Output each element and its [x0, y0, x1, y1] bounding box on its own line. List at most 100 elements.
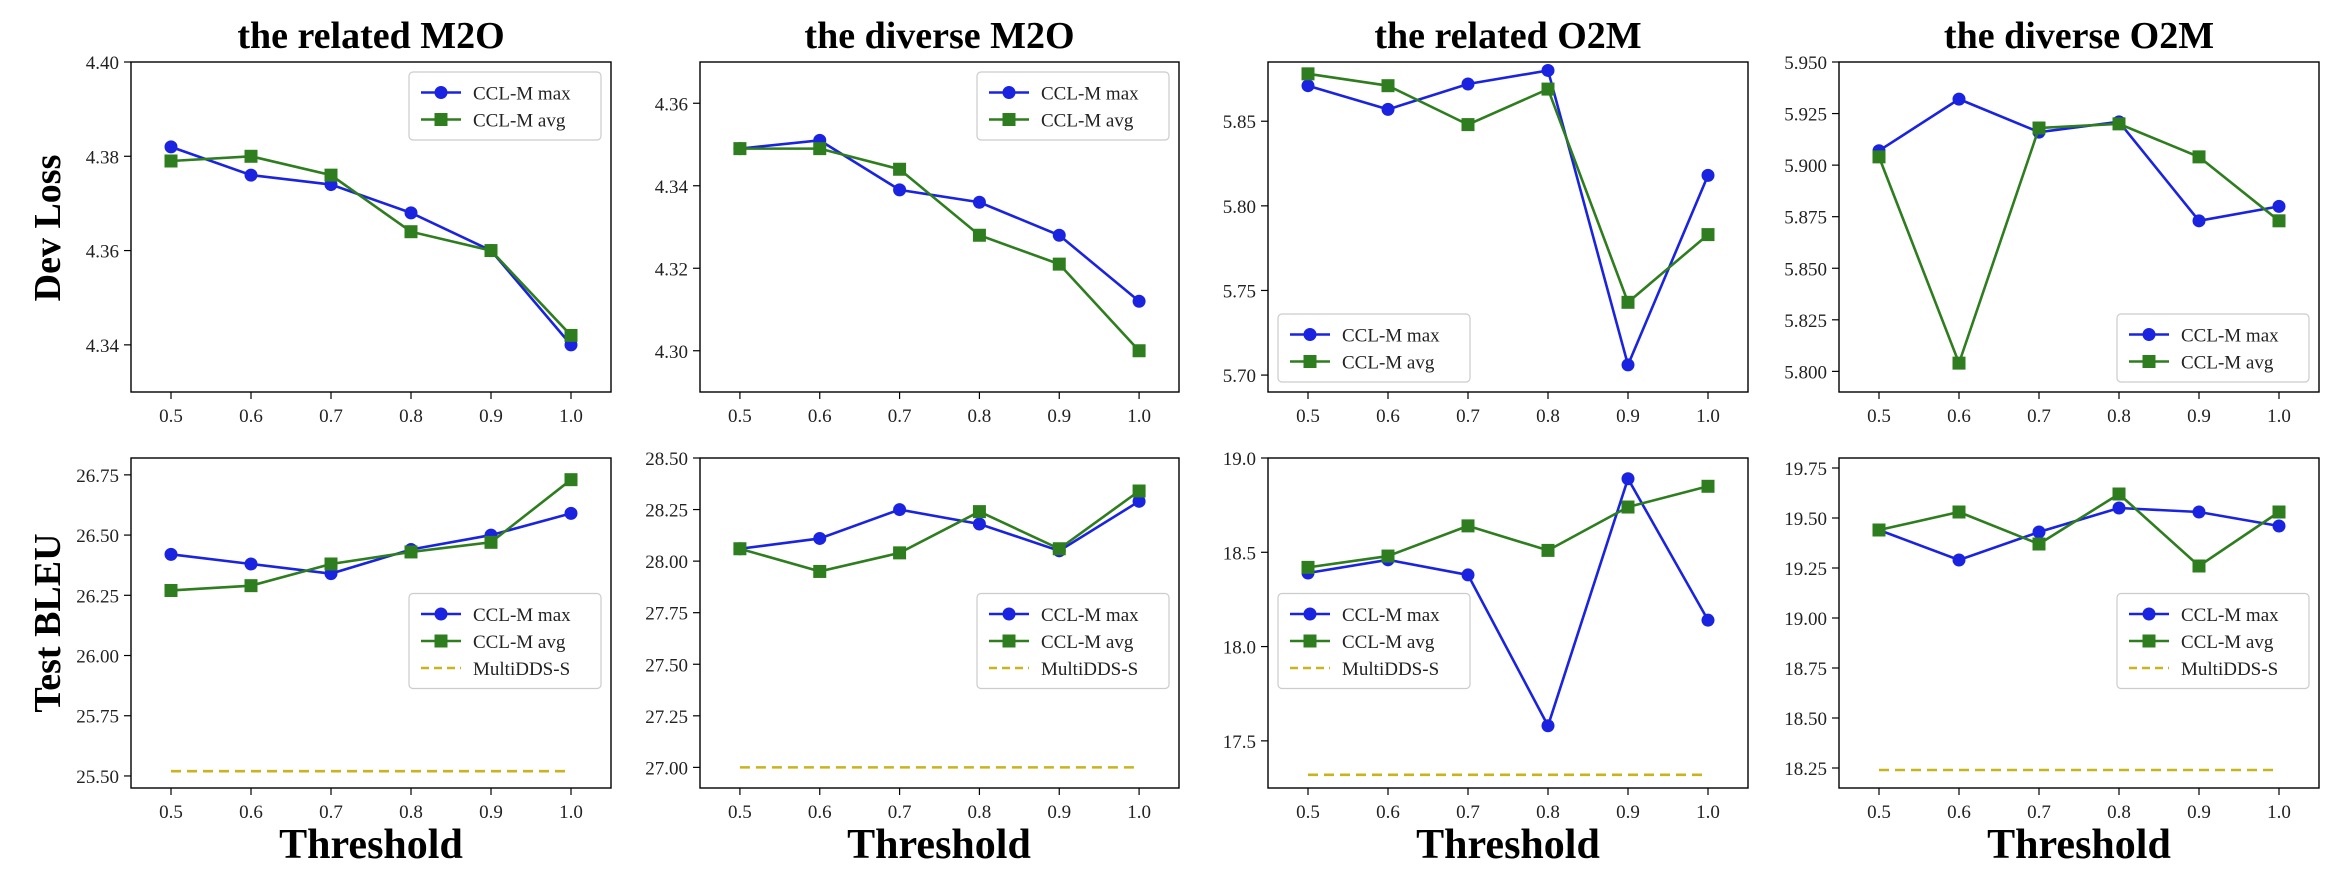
series-line-avg	[1307, 485, 1709, 569]
point-avg	[1301, 560, 1315, 574]
point-avg	[164, 583, 178, 597]
panel-7: 0.5 0.6 0.7 0.8 0.9 1.0 17.5 18.0 18.5 19.0 CCL-M …	[1223, 449, 1749, 823]
legend: CCL-M max CCL-M avg	[976, 71, 1170, 141]
x-axis-label-4: Threshold	[1987, 822, 2171, 868]
y-tick-label: 5.800	[1784, 362, 1827, 383]
legend-marker-avg	[434, 113, 448, 126]
y-tick-label: 27.50	[645, 655, 688, 676]
plot-frame	[1838, 457, 2320, 789]
panel-title: the related M2O	[237, 15, 504, 57]
plot-frame	[1838, 61, 2320, 393]
point-avg	[2032, 121, 2046, 135]
legend-box	[976, 592, 1170, 690]
legend-label-max: CCL-M max	[1041, 605, 1139, 626]
point-max	[1132, 294, 1146, 308]
point-avg	[813, 142, 827, 156]
point-max	[1052, 228, 1066, 242]
x-tick-label: 0.9	[2187, 802, 2211, 823]
y-tick-label: 5.900	[1784, 156, 1827, 177]
legend-label-avg: CCL-M avg	[473, 111, 566, 132]
legend-marker-avg	[2142, 634, 2156, 648]
point-avg	[1621, 500, 1635, 514]
legend-label-avg: CCL-M avg	[1342, 632, 1435, 653]
series-line-avg	[170, 478, 572, 592]
point-max	[164, 140, 178, 154]
x-tick-label: 0.6	[239, 802, 263, 823]
y-tick-label: 4.32	[655, 259, 688, 280]
point-max	[2192, 214, 2206, 228]
legend-marker-avg	[1002, 113, 1016, 126]
point-max	[244, 168, 258, 182]
x-tick-label: 0.5	[728, 802, 752, 823]
point-max	[1461, 568, 1475, 582]
point-avg	[564, 328, 578, 342]
x-tick-label: 0.5	[1867, 802, 1891, 823]
legend-label-max: CCL-M max	[1342, 326, 1440, 347]
row-label-test-bleu: Test BLEU	[27, 533, 69, 712]
point-avg	[733, 542, 747, 556]
x-tick-label: 0.7	[2027, 406, 2051, 427]
x-tick-label: 0.5	[159, 406, 183, 427]
point-avg	[1541, 543, 1555, 557]
row-label-dev-loss: Dev Loss	[27, 155, 69, 302]
point-avg	[1872, 150, 1886, 164]
point-avg	[893, 162, 907, 176]
panel-title: the related O2M	[1374, 15, 1641, 57]
point-max	[404, 206, 418, 220]
x-tick-label: 0.9	[1047, 802, 1071, 823]
y-tick-label: 18.0	[1223, 638, 1256, 659]
point-avg	[2192, 150, 2206, 164]
y-tick-label: 19.00	[1784, 609, 1827, 630]
plot-frame	[130, 61, 612, 393]
y-tick-label: 28.25	[645, 501, 688, 522]
x-tick-label: 1.0	[1696, 802, 1720, 823]
legend: CCL-M max CCL-M avg MultiDDS-S	[976, 592, 1170, 690]
point-avg	[324, 168, 338, 182]
panel-6: 0.5 0.6 0.7 0.8 0.9 1.0 27.00 27.25 27.50 27.75 28…	[645, 449, 1180, 823]
x-tick-label: 0.8	[968, 802, 992, 823]
point-max	[1381, 102, 1395, 116]
point-avg	[404, 225, 418, 239]
legend-marker-max	[434, 86, 448, 99]
point-avg	[2272, 505, 2286, 519]
point-max	[1952, 553, 1966, 567]
x-tick-label: 0.9	[1616, 406, 1640, 427]
panel-title: the diverse M2O	[804, 15, 1074, 57]
point-max	[2192, 505, 2206, 519]
x-tick-label: 0.9	[1616, 802, 1640, 823]
legend-marker-avg	[2142, 355, 2156, 368]
point-avg	[2112, 487, 2126, 501]
legend: CCL-M max CCL-M avg MultiDDS-S	[408, 592, 602, 690]
y-tick-label: 27.25	[645, 707, 688, 728]
legend-marker-max	[1303, 607, 1317, 621]
point-max	[2272, 199, 2286, 213]
x-tick-label: 1.0	[559, 802, 583, 823]
x-tick-label: 0.6	[1947, 802, 1971, 823]
y-tick-label: 19.25	[1784, 559, 1827, 580]
point-avg	[2272, 214, 2286, 228]
x-tick-label: 0.6	[808, 802, 832, 823]
legend-label-avg: CCL-M avg	[2181, 353, 2274, 374]
point-max	[564, 506, 578, 520]
point-avg	[1461, 118, 1475, 132]
y-tick-label: 4.38	[86, 147, 119, 168]
legend-marker-max	[1002, 607, 1016, 621]
legend-box	[408, 592, 602, 690]
point-avg	[484, 244, 498, 258]
x-tick-label: 0.7	[2027, 802, 2051, 823]
x-tick-label: 0.7	[888, 406, 912, 427]
point-avg	[564, 473, 578, 487]
legend-label-max: CCL-M max	[2181, 605, 2279, 626]
point-avg	[1541, 82, 1555, 96]
panel-2: the diverse M2O 0.5 0.6 0.7 0.8 0.9 1.0 4.30 4.3…	[655, 15, 1180, 427]
point-avg	[2192, 559, 2206, 573]
plot-frame	[699, 457, 1180, 789]
legend-box	[408, 71, 602, 141]
point-avg	[244, 149, 258, 163]
point-avg	[1621, 295, 1635, 309]
legend-label-avg: CCL-M avg	[2181, 632, 2274, 653]
point-max	[972, 195, 986, 209]
point-avg	[1052, 257, 1066, 271]
point-max	[2272, 519, 2286, 533]
y-tick-label: 5.70	[1223, 366, 1256, 387]
